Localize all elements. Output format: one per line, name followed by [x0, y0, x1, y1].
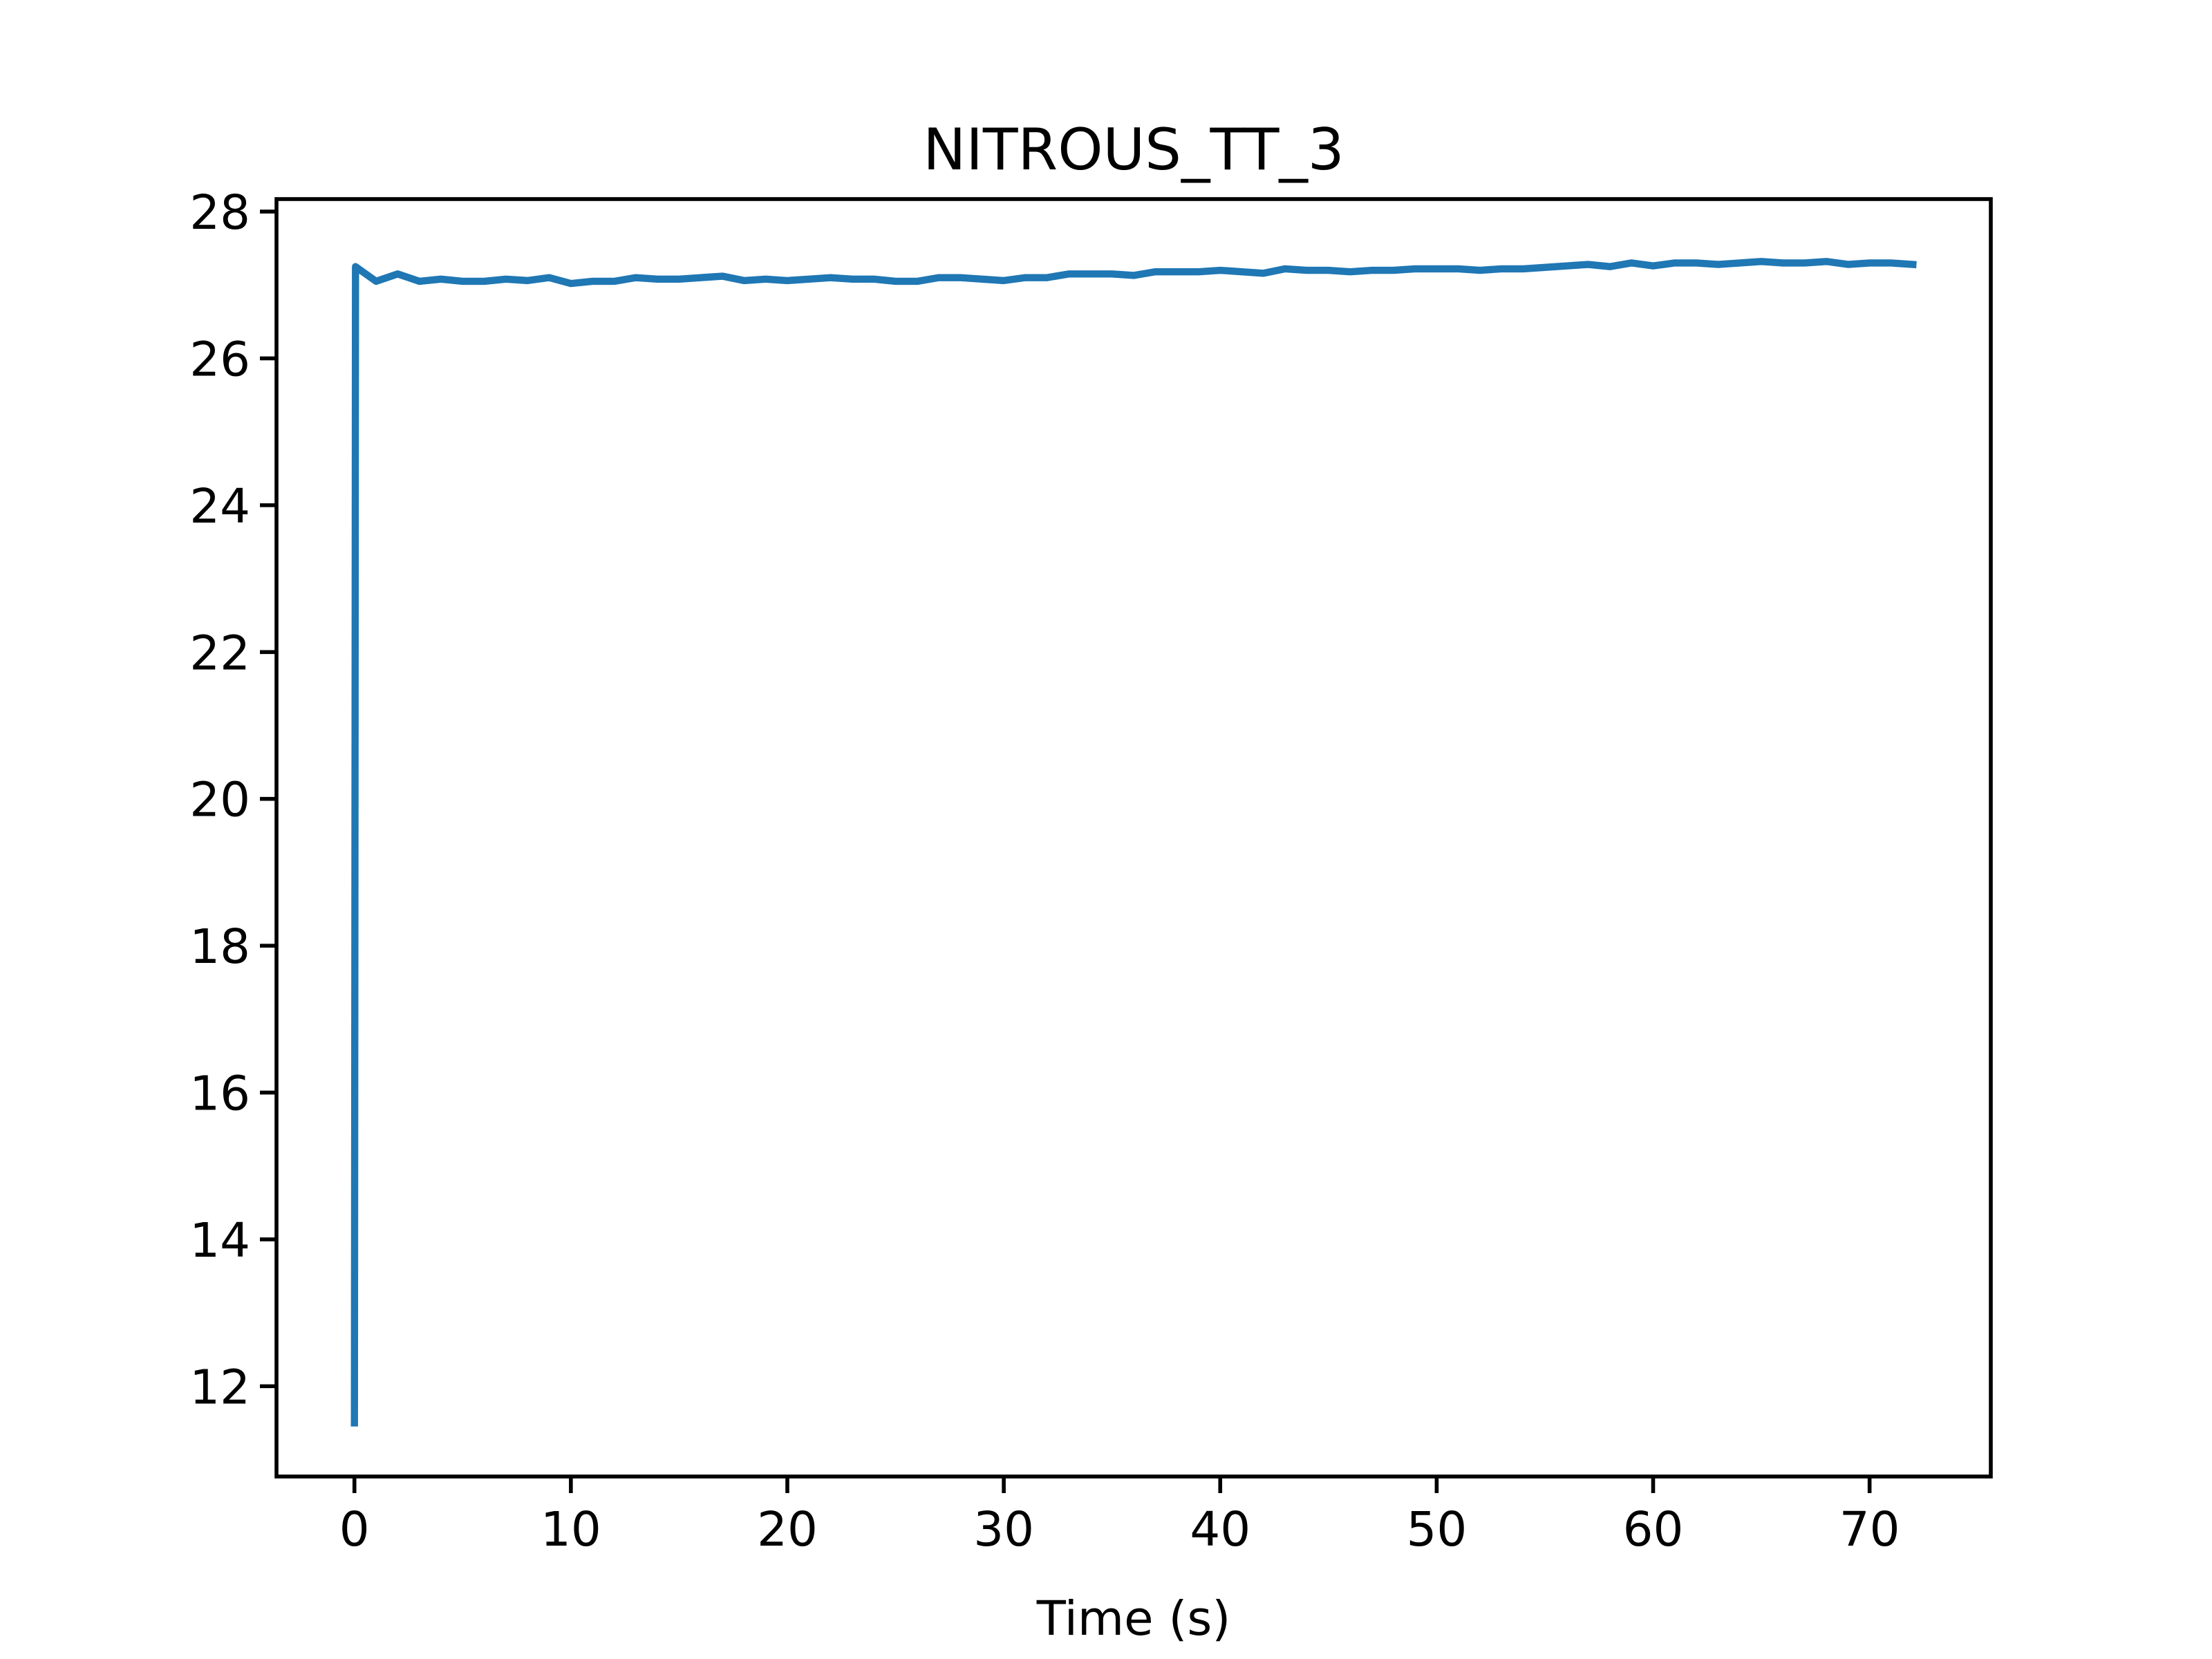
y-tick-label: 14 [189, 1213, 250, 1268]
y-tick-label: 16 [189, 1067, 250, 1122]
x-tick-label: 40 [1190, 1502, 1250, 1557]
y-tick-label: 26 [189, 332, 250, 387]
x-tick-label: 50 [1406, 1502, 1467, 1557]
y-tick-label: 22 [189, 626, 250, 681]
x-tick-label: 20 [757, 1502, 818, 1557]
y-tick-label: 20 [189, 773, 250, 828]
data-line [350, 258, 1917, 1427]
y-tick-label: 18 [189, 919, 250, 975]
plot-frame [274, 197, 1993, 1479]
y-tick-label: 12 [189, 1360, 250, 1415]
y-tick-label: 28 [189, 185, 250, 241]
x-tick-label: 60 [1623, 1502, 1684, 1557]
x-tick-label: 10 [541, 1502, 601, 1557]
x-axis-label: Time (s) [1036, 1591, 1231, 1647]
x-tick-label: 0 [339, 1502, 370, 1557]
x-tick-label: 70 [1839, 1502, 1900, 1557]
chart-title: NITROUS_TT_3 [923, 116, 1344, 183]
y-tick-label: 24 [189, 479, 250, 534]
x-tick-label: 30 [973, 1502, 1034, 1557]
